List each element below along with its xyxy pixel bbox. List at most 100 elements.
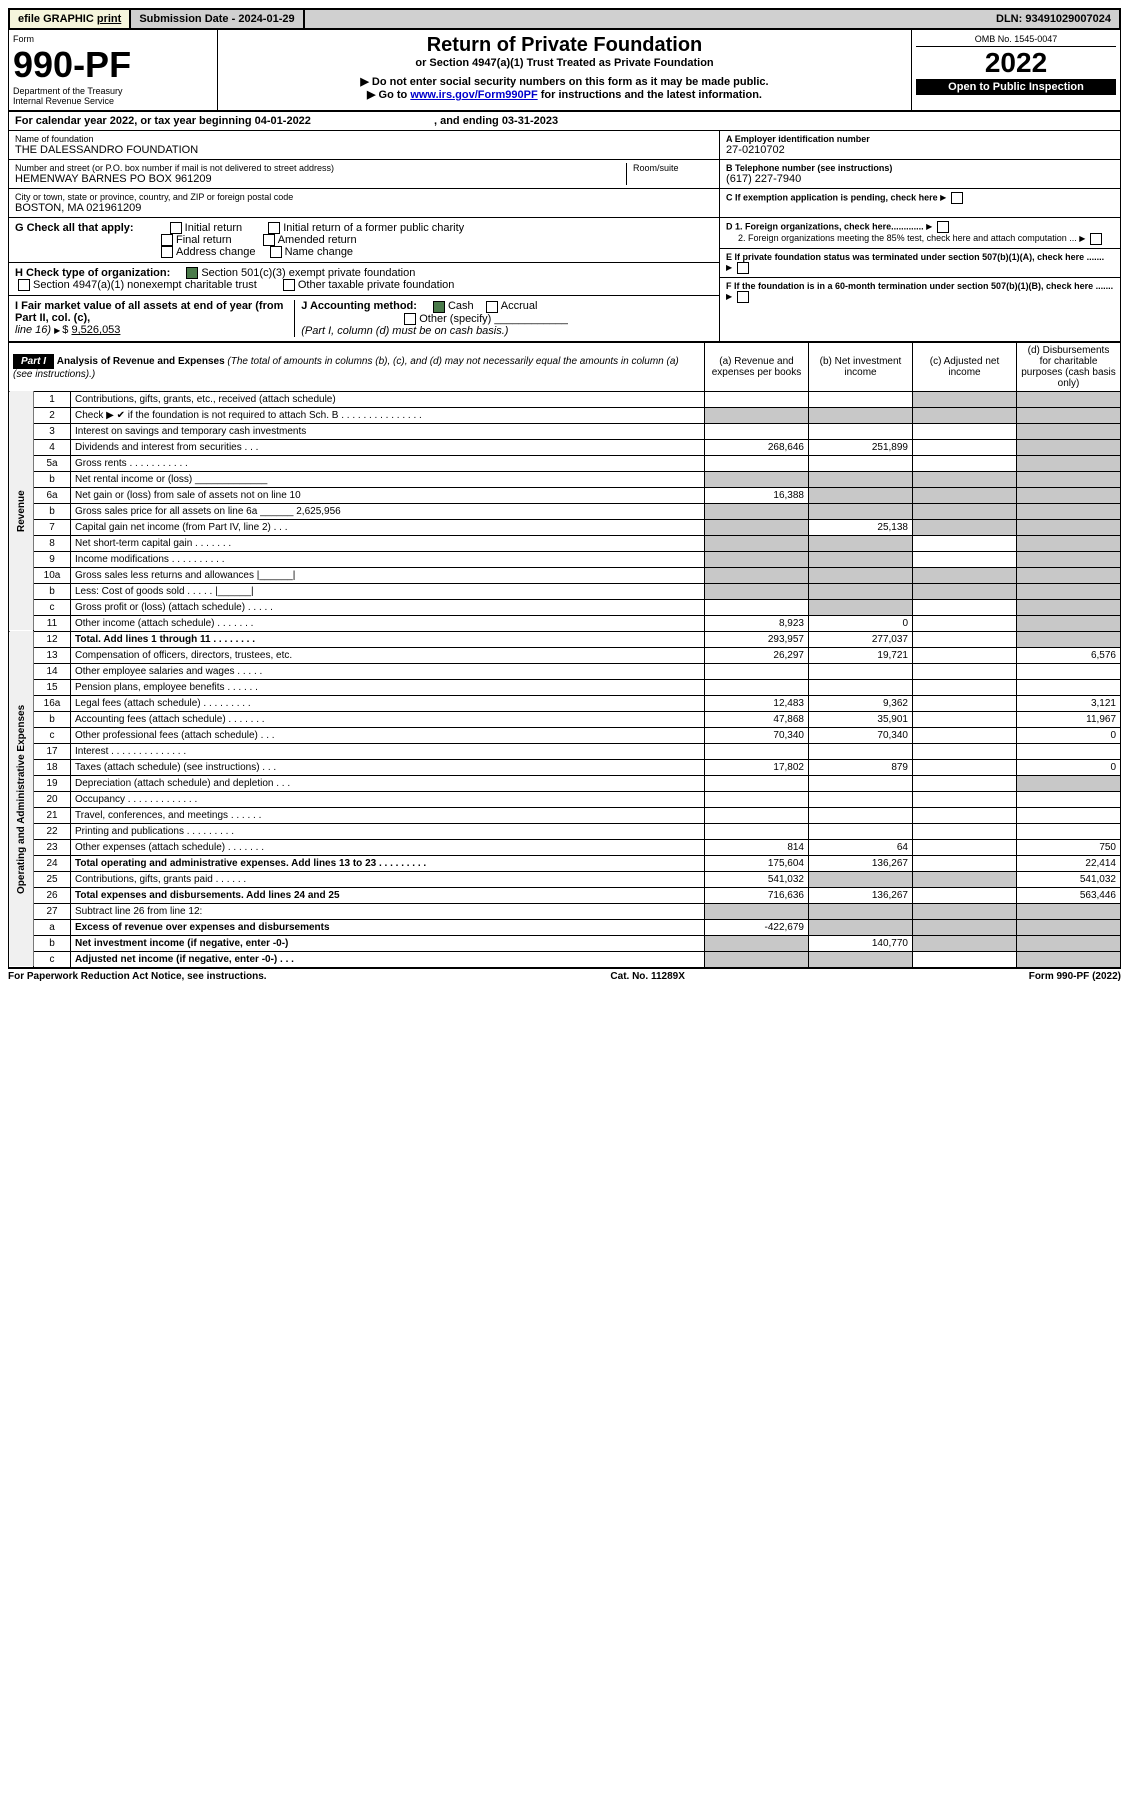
- cell-c: [913, 887, 1017, 903]
- form-subtitle: or Section 4947(a)(1) Trust Treated as P…: [224, 57, 905, 69]
- ein-value: 27-0210702: [726, 144, 1114, 156]
- j-other-checkbox[interactable]: [404, 313, 416, 325]
- f-checkbox[interactable]: [737, 291, 749, 303]
- cell-d: 6,576: [1017, 647, 1121, 663]
- cell-c: [913, 439, 1017, 455]
- cal-year-text: For calendar year 2022, or tax year begi…: [15, 115, 311, 127]
- phone-value: (617) 227-7940: [726, 173, 1114, 185]
- row-number: 5a: [34, 455, 71, 471]
- g-label: G Check all that apply:: [15, 222, 134, 234]
- row-number: c: [34, 951, 71, 967]
- c-checkbox[interactable]: [951, 192, 963, 204]
- g-opt-5: Name change: [285, 246, 354, 258]
- foundation-addr: HEMENWAY BARNES PO BOX 961209: [15, 173, 626, 185]
- table-row: Operating and Administrative Expenses12T…: [9, 631, 1120, 647]
- form-number: 990-PF: [13, 44, 213, 86]
- g-opt-2-checkbox[interactable]: [161, 234, 173, 246]
- row-number: 8: [34, 535, 71, 551]
- row-number: 25: [34, 871, 71, 887]
- cell-d: [1017, 631, 1121, 647]
- foundation-city: BOSTON, MA 021961209: [15, 202, 713, 214]
- cell-b: [809, 551, 913, 567]
- cell-a: [705, 583, 809, 599]
- arrow-icon-i: [54, 324, 62, 336]
- g-opt-4-checkbox[interactable]: [161, 246, 173, 258]
- row-number: 22: [34, 823, 71, 839]
- e-cell: E If private foundation status was termi…: [720, 249, 1120, 278]
- table-row: 9Income modifications . . . . . . . . . …: [9, 551, 1120, 567]
- j-accrual-checkbox[interactable]: [486, 301, 498, 313]
- cell-c: [913, 727, 1017, 743]
- cell-d: [1017, 423, 1121, 439]
- row-label: Other employee salaries and wages . . . …: [71, 663, 705, 679]
- j-label: J Accounting method:: [301, 300, 417, 312]
- row-number: c: [34, 727, 71, 743]
- cell-c: [913, 903, 1017, 919]
- cell-c: [913, 823, 1017, 839]
- ij-section: I Fair market value of all assets at end…: [9, 296, 719, 340]
- cell-b: [809, 423, 913, 439]
- d2-checkbox[interactable]: [1090, 233, 1102, 245]
- row-label: Gross sales price for all assets on line…: [71, 503, 705, 519]
- cell-b: [809, 903, 913, 919]
- cell-a: 175,604: [705, 855, 809, 871]
- g-opt-1-checkbox[interactable]: [268, 222, 280, 234]
- g-opt-5-checkbox[interactable]: [270, 246, 282, 258]
- info-left: Name of foundation THE DALESSANDRO FOUND…: [9, 131, 719, 217]
- cell-c: [913, 759, 1017, 775]
- cell-d: [1017, 791, 1121, 807]
- cell-b: [809, 487, 913, 503]
- h-opt-2: Other taxable private foundation: [298, 279, 455, 291]
- cell-b: [809, 743, 913, 759]
- cell-c: [913, 519, 1017, 535]
- table-row: 23Other expenses (attach schedule) . . .…: [9, 839, 1120, 855]
- table-row: 24Total operating and administrative exp…: [9, 855, 1120, 871]
- cell-c: [913, 535, 1017, 551]
- h-opt-1: Section 4947(a)(1) nonexempt charitable …: [33, 279, 257, 291]
- cell-d: [1017, 551, 1121, 567]
- cell-d: [1017, 951, 1121, 967]
- row-number: 2: [34, 407, 71, 423]
- row-number: 21: [34, 807, 71, 823]
- cell-a: [705, 743, 809, 759]
- table-row: bNet rental income or (loss) ___________…: [9, 471, 1120, 487]
- row-label: Adjusted net income (if negative, enter …: [71, 951, 705, 967]
- table-row: 26Total expenses and disbursements. Add …: [9, 887, 1120, 903]
- row-number: 12: [34, 631, 71, 647]
- foundation-name-cell: Name of foundation THE DALESSANDRO FOUND…: [9, 131, 719, 160]
- efile-print[interactable]: efile GRAPHIC print: [10, 10, 131, 28]
- print-label[interactable]: print: [97, 13, 121, 25]
- table-row: 4Dividends and interest from securities …: [9, 439, 1120, 455]
- row-label: Net short-term capital gain . . . . . . …: [71, 535, 705, 551]
- row-number: 15: [34, 679, 71, 695]
- efile-label: efile GRAPHIC: [18, 13, 94, 25]
- row-label: Other expenses (attach schedule) . . . .…: [71, 839, 705, 855]
- f-label: F If the foundation is in a 60-month ter…: [726, 281, 1113, 291]
- h-opt-0-checkbox[interactable]: [186, 267, 198, 279]
- e-checkbox[interactable]: [737, 262, 749, 274]
- cell-c: [913, 791, 1017, 807]
- cell-a: [705, 951, 809, 967]
- cell-a: 293,957: [705, 631, 809, 647]
- g-opt-0-checkbox[interactable]: [170, 222, 182, 234]
- j-cash: Cash: [448, 300, 474, 312]
- cell-a: [705, 567, 809, 583]
- header-right: OMB No. 1545-0047 2022 Open to Public In…: [911, 30, 1120, 110]
- irs-link[interactable]: www.irs.gov/Form990PF: [410, 89, 537, 101]
- info-right: A Employer identification number 27-0210…: [719, 131, 1120, 217]
- cell-b: 136,267: [809, 887, 913, 903]
- foundation-name: THE DALESSANDRO FOUNDATION: [15, 144, 713, 156]
- row-label: Interest . . . . . . . . . . . . . .: [71, 743, 705, 759]
- g-opt-3-checkbox[interactable]: [263, 234, 275, 246]
- h-opt-1-checkbox[interactable]: [18, 279, 30, 291]
- cell-d: [1017, 743, 1121, 759]
- j-cash-checkbox[interactable]: [433, 301, 445, 313]
- row-label: Gross rents . . . . . . . . . . .: [71, 455, 705, 471]
- i-val: 9,526,053: [71, 324, 120, 336]
- row-label: Taxes (attach schedule) (see instruction…: [71, 759, 705, 775]
- h-opt-2-checkbox[interactable]: [283, 279, 295, 291]
- top-bar: efile GRAPHIC print Submission Date - 20…: [8, 8, 1121, 30]
- form-label: Form: [13, 34, 213, 44]
- cell-d: [1017, 535, 1121, 551]
- d1-checkbox[interactable]: [937, 221, 949, 233]
